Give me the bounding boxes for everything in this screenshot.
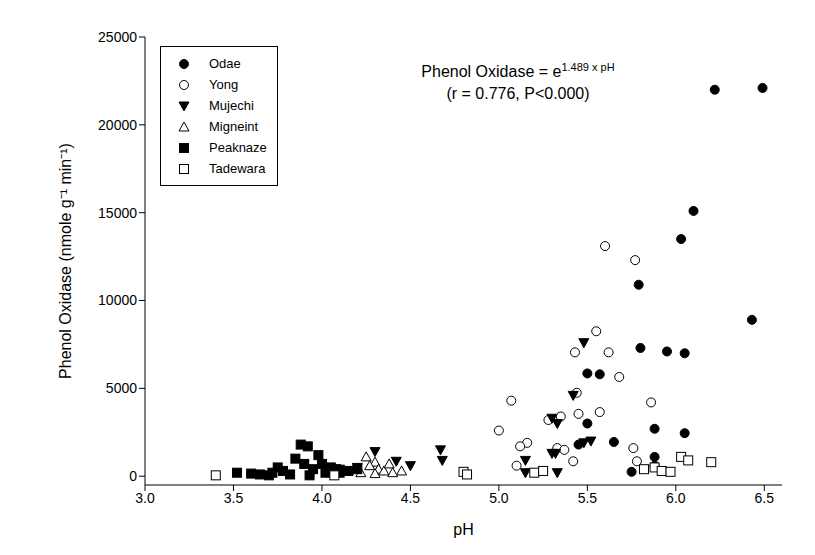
svg-text:3.0: 3.0 [135, 490, 155, 506]
svg-text:Phenol Oxidase (nmole g⁻¹ min⁻: Phenol Oxidase (nmole g⁻¹ min⁻¹) [57, 143, 74, 379]
svg-text:5000: 5000 [106, 380, 137, 396]
svg-text:5.0: 5.0 [489, 490, 509, 506]
svg-text:10000: 10000 [98, 292, 137, 308]
svg-text:6.0: 6.0 [666, 490, 686, 506]
svg-text:4.0: 4.0 [312, 490, 332, 506]
html-text:Migneint: Migneint [209, 119, 259, 134]
svg-text:4.5: 4.5 [401, 490, 421, 506]
svg-text:20000: 20000 [98, 117, 137, 133]
svg-text:0: 0 [129, 468, 137, 484]
html-text:Tadewara: Tadewara [209, 161, 266, 176]
svg-text:15000: 15000 [98, 205, 137, 221]
html-text:Peaknaze: Peaknaze [209, 140, 267, 155]
html-text:(r = 0.776, P<0.000): (r = 0.776, P<0.000) [446, 85, 590, 103]
svg-text:6.5: 6.5 [755, 490, 775, 506]
svg-text:3.5: 3.5 [224, 490, 244, 506]
html-text:Odae: Odae [209, 56, 241, 71]
svg-text:25000: 25000 [98, 29, 137, 45]
svg-text:pH: pH [453, 521, 473, 538]
svg-text:5.5: 5.5 [578, 490, 598, 506]
html-text:Mujechi: Mujechi [209, 98, 254, 113]
html-text:Phenol Oxidase = e1.489 x pH: Phenol Oxidase = e1.489 x pH [421, 61, 615, 81]
html-text:Yong: Yong [209, 77, 239, 92]
